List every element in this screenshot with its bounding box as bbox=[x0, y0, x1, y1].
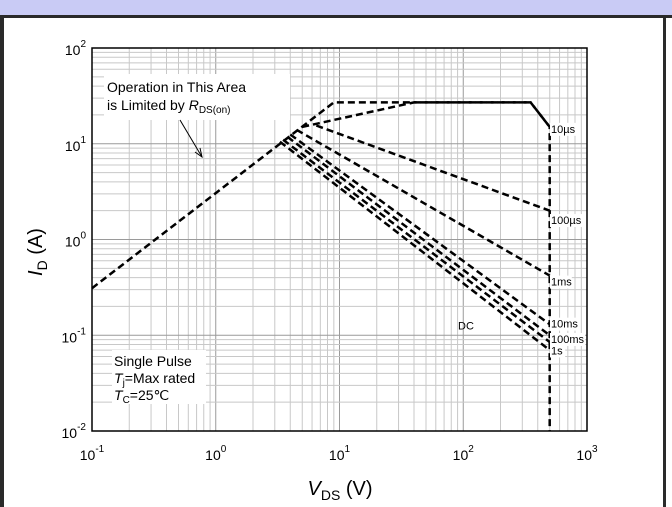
y-tick-label: 101 bbox=[65, 135, 87, 154]
x-tick-label: 100 bbox=[205, 444, 227, 463]
note-single-pulse: Single Pulse bbox=[114, 353, 192, 369]
x-tick-label: 103 bbox=[576, 444, 598, 463]
y-tick-label: 10-1 bbox=[62, 326, 87, 345]
conditions-note: Single Pulse Tj=Max rated TC=25℃ bbox=[112, 350, 206, 406]
label-bg-10ms bbox=[550, 317, 579, 331]
series-10ms bbox=[289, 133, 551, 326]
rds-annotation: Operation in This Area is Limited by RDS… bbox=[104, 74, 290, 159]
label-bg-1ms bbox=[550, 275, 572, 289]
label-bg-10us bbox=[550, 122, 579, 136]
label-10ms: 10ms bbox=[551, 319, 578, 331]
x-tick-labels: 10-1 100 101 102 103 bbox=[80, 444, 598, 463]
series-dc bbox=[279, 140, 551, 352]
x-tick-label: 102 bbox=[453, 444, 475, 463]
series-group bbox=[91, 101, 551, 431]
series-100us bbox=[301, 101, 551, 129]
label-1ms: 1ms bbox=[551, 277, 572, 289]
label-100ms: 100ms bbox=[551, 334, 585, 346]
y-tick-label: 10-2 bbox=[62, 422, 87, 441]
series-100ms bbox=[286, 135, 551, 337]
series-1s bbox=[282, 138, 551, 343]
note-tj: Tj=Max rated bbox=[114, 370, 195, 389]
x-tick-label: 101 bbox=[329, 444, 351, 463]
y-tick-label: 102 bbox=[65, 39, 87, 58]
rds-arrowhead bbox=[194, 147, 203, 159]
x-axis-label: VDS (V) bbox=[307, 478, 372, 503]
rds-arrow bbox=[179, 119, 203, 158]
y-tick-labels: 10-2 10-1 100 101 102 bbox=[62, 39, 87, 441]
y-tick-label: 100 bbox=[65, 231, 87, 250]
rds-annotation-line1: Operation in This Area bbox=[107, 79, 246, 95]
header-bar bbox=[0, 0, 672, 18]
y-axis-label: ID (A) bbox=[25, 228, 50, 276]
label-1s: 1s bbox=[551, 345, 563, 357]
label-dc: DC bbox=[458, 320, 474, 332]
note-tc: TC=25℃ bbox=[114, 387, 169, 406]
label-bg-1s bbox=[550, 344, 566, 358]
right-border bbox=[663, 18, 666, 507]
label-10us: 10µs bbox=[551, 124, 576, 136]
x-tick-label: 10-1 bbox=[80, 444, 105, 463]
label-bg-100us bbox=[550, 214, 585, 228]
series-1ms bbox=[295, 128, 551, 277]
rds-annotation-line2: is Limited by RDS(on) bbox=[107, 97, 231, 116]
label-bg-100ms bbox=[550, 332, 585, 346]
left-border bbox=[0, 18, 4, 507]
label-100us: 100µs bbox=[551, 215, 582, 227]
plot-border bbox=[91, 47, 588, 432]
series-100us-tail bbox=[315, 124, 551, 212]
